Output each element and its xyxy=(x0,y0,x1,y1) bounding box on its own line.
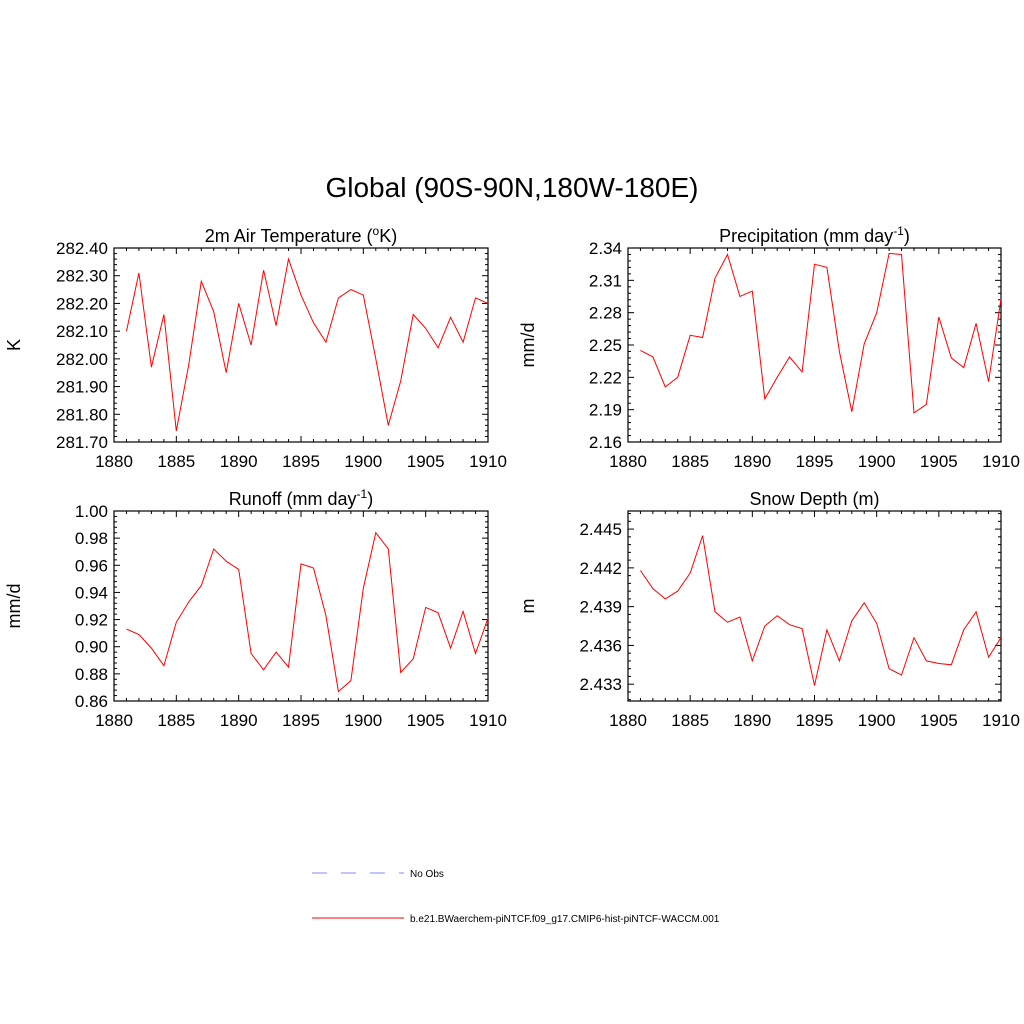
air-temperature-panel-title: 2m Air Temperature (oK) xyxy=(205,224,397,246)
runoff-y-axis-label: mm/d xyxy=(4,584,24,629)
runoff-y-tick-label: 0.98 xyxy=(75,529,108,548)
legend-model-label: b.e21.BWaerchem-piNTCF.f09_g17.CMIP6-his… xyxy=(410,914,720,925)
runoff-y-tick-label: 0.92 xyxy=(75,611,108,630)
snow-depth-y-axis-label: m xyxy=(518,599,538,614)
runoff-panel-title: Runoff (mm day-1) xyxy=(229,487,373,509)
precipitation-x-tick-label: 1880 xyxy=(609,452,647,471)
runoff-y-tick-label: 0.86 xyxy=(75,692,108,711)
precipitation-x-tick-label: 1895 xyxy=(796,452,834,471)
snow-depth-series-line xyxy=(639,535,1002,686)
runoff-y-tick-label: 0.90 xyxy=(75,638,108,657)
snow-depth-x-tick-label: 1900 xyxy=(858,711,896,730)
snow-depth-x-tick-label: 1885 xyxy=(671,711,709,730)
air-temperature-x-tick-label: 1890 xyxy=(220,452,258,471)
air-temperature-y-tick-label: 282.20 xyxy=(56,294,108,313)
air-temperature-plot-frame xyxy=(113,247,489,443)
air-temperature-y-tick-label: 282.30 xyxy=(56,267,108,286)
precipitation-panel-title: Precipitation (mm day-1) xyxy=(719,224,910,246)
precipitation-y-tick-label: 2.25 xyxy=(589,336,622,355)
runoff-y-tick-label: 0.88 xyxy=(75,665,108,684)
snow-depth-x-tick-label: 1905 xyxy=(920,711,958,730)
precipitation-y-tick-label: 2.16 xyxy=(589,433,622,452)
snow-depth-y-tick-label: 2.433 xyxy=(579,675,622,694)
precipitation-x-tick-label: 1885 xyxy=(671,452,709,471)
air-temperature-y-tick-label: 282.00 xyxy=(56,350,108,369)
runoff-x-tick-label: 1895 xyxy=(282,711,320,730)
snow-depth-x-tick-label: 1895 xyxy=(796,711,834,730)
precipitation-x-tick-label: 1900 xyxy=(858,452,896,471)
snow-depth-panel-title: Snow Depth (m) xyxy=(749,489,879,509)
snow-depth-y-tick-label: 2.439 xyxy=(579,598,622,617)
air-temperature-y-tick-label: 282.40 xyxy=(56,239,108,258)
precipitation-y-tick-label: 2.22 xyxy=(589,368,622,387)
air-temperature-y-tick-label: 281.70 xyxy=(56,433,108,452)
air-temperature-panel: 1880 1885 1890 1895 1900 1905 1910 281.70 281.80… xyxy=(4,224,507,471)
air-temperature-y-axis-label: K xyxy=(4,339,24,351)
air-temperature-y-tick-label: 281.80 xyxy=(56,405,108,424)
air-temperature-x-tick-label: 1895 xyxy=(282,452,320,471)
air-temperature-x-tick-label: 1905 xyxy=(407,452,445,471)
precipitation-y-tick-label: 2.31 xyxy=(589,271,622,290)
precipitation-x-tick-label: 1910 xyxy=(982,452,1020,471)
runoff-x-tick-label: 1910 xyxy=(469,711,507,730)
precipitation-y-tick-label: 2.34 xyxy=(589,239,622,258)
air-temperature-x-tick-label: 1900 xyxy=(344,452,382,471)
air-temperature-series-line xyxy=(126,257,489,431)
legend: No Obs b.e21.BWaerchem-piNTCF.f09_g17.CMI… xyxy=(312,869,720,925)
runoff-panel: 1880 1885 1890 1895 1900 1905 1910 0.86 0.88 0.90… xyxy=(4,487,507,730)
snow-depth-panel: 1880 1885 1890 1895 1900 1905 1910 2.433 2.436 2.… xyxy=(518,489,1020,730)
air-temperature-x-tick-label: 1880 xyxy=(95,452,133,471)
air-temperature-y-tick-label: 282.10 xyxy=(56,322,108,341)
snow-depth-y-tick-label: 2.442 xyxy=(579,559,622,578)
precipitation-y-tick-label: 2.19 xyxy=(589,401,622,420)
snow-depth-y-tick-label: 2.445 xyxy=(579,520,622,539)
air-temperature-x-tick-label: 1885 xyxy=(157,452,195,471)
snow-depth-plot-frame xyxy=(627,510,1002,702)
precipitation-series-line xyxy=(640,252,1002,414)
air-temperature-y-tick-label: 281.90 xyxy=(56,378,108,397)
runoff-y-tick-label: 1.00 xyxy=(75,502,108,521)
precipitation-x-tick-label: 1905 xyxy=(920,452,958,471)
precipitation-x-tick-label: 1890 xyxy=(733,452,771,471)
snow-depth-x-tick-label: 1880 xyxy=(609,711,647,730)
snow-depth-x-tick-label: 1890 xyxy=(733,711,771,730)
snow-depth-x-tick-label: 1910 xyxy=(982,711,1020,730)
precipitation-y-axis-label: mm/d xyxy=(518,323,538,368)
precipitation-panel: 1880 1885 1890 1895 1900 1905 1910 2.16 2.19 2.22… xyxy=(518,224,1020,471)
precipitation-y-tick-label: 2.28 xyxy=(589,304,622,323)
precipitation-plot-frame xyxy=(627,247,1002,443)
runoff-x-tick-label: 1885 xyxy=(157,711,195,730)
runoff-series-line xyxy=(126,531,489,693)
runoff-x-tick-label: 1880 xyxy=(95,711,133,730)
page-title: Global (90S-90N,180W-180E) xyxy=(325,172,699,203)
snow-depth-y-tick-label: 2.436 xyxy=(579,636,622,655)
runoff-y-tick-label: 0.96 xyxy=(75,556,108,575)
runoff-plot-frame xyxy=(113,510,489,702)
legend-obs-label: No Obs xyxy=(410,869,444,880)
runoff-x-tick-label: 1900 xyxy=(344,711,382,730)
runoff-x-tick-label: 1905 xyxy=(407,711,445,730)
runoff-x-tick-label: 1890 xyxy=(220,711,258,730)
air-temperature-x-tick-label: 1910 xyxy=(469,452,507,471)
runoff-y-tick-label: 0.94 xyxy=(75,583,108,602)
